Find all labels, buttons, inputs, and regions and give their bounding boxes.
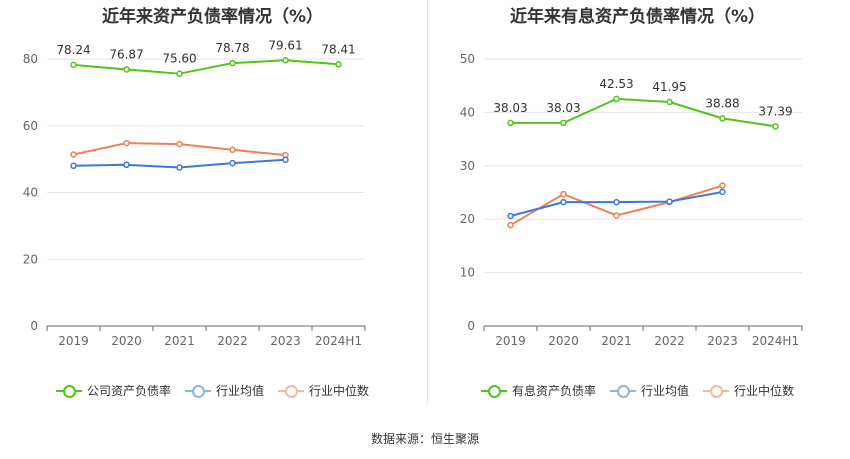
- data-point: [123, 139, 130, 147]
- legend-swatch-icon: [184, 384, 211, 398]
- data-point: [613, 198, 620, 206]
- y-tick-label: 20: [23, 252, 38, 266]
- data-point: [719, 188, 726, 196]
- x-tick-label: 2020: [548, 334, 579, 348]
- chart-interest-bearing-liability-ratio: 近年来有息资产负债率情况（%） 0 10 20 30 40 50 2019 2020 2021 2…: [425, 0, 850, 430]
- data-point: [719, 115, 726, 122]
- data-point: [229, 159, 236, 167]
- data-point: [70, 61, 77, 69]
- legend-label: 行业中位数: [309, 384, 370, 398]
- legend-label: 公司资产负债率: [86, 384, 171, 398]
- legend-swatch-icon: [480, 384, 507, 398]
- y-tick-label: 30: [460, 159, 475, 173]
- data-label: 79.61: [268, 38, 302, 52]
- data-point: [560, 190, 567, 198]
- legend: 有息资产负债率 行业均值 行业中位数: [425, 382, 850, 399]
- y-tick-label: 60: [23, 119, 38, 133]
- data-point: [282, 156, 289, 164]
- panel-divider: [427, 0, 428, 405]
- y-tick-label: 50: [460, 52, 475, 66]
- legend-label: 行业均值: [215, 384, 264, 398]
- legend: 公司资产负债率 行业均值 行业中位数: [0, 382, 425, 399]
- legend-item[interactable]: 有息资产负债率: [480, 382, 596, 399]
- data-point: [507, 119, 514, 127]
- series-line: [73, 59, 339, 75]
- data-point: [560, 119, 567, 127]
- y-tick-label: 10: [460, 266, 475, 280]
- chart-title: 近年来资产负债率情况（%）: [101, 7, 324, 27]
- data-point: [666, 198, 673, 205]
- legend-item[interactable]: 行业均值: [609, 382, 689, 399]
- data-source-note: 数据来源：恒生聚源: [370, 432, 479, 446]
- chart-asset-liability-ratio: 近年来资产负债率情况（%） 0 20 40 60 80 2019 2020 2021 2022 2…: [0, 0, 425, 430]
- data-point: [176, 70, 183, 77]
- data-point: [176, 164, 183, 171]
- data-point: [613, 95, 620, 103]
- x-tick-label: 2024H1: [752, 334, 799, 348]
- data-label: 37.39: [758, 104, 792, 118]
- x-tick-label: 2023: [270, 334, 301, 348]
- data-label: 78.41: [321, 42, 355, 56]
- data-point: [772, 123, 779, 130]
- plot-area: 0 10 20 30 40 50 2019 2020 2021 2022 2023 2024H1 38.…: [460, 52, 803, 348]
- legend-swatch-icon: [609, 384, 636, 398]
- legend-label: 行业中位数: [734, 384, 795, 398]
- legend-swatch-icon: [703, 384, 729, 398]
- y-tick-label: 20: [460, 212, 475, 226]
- x-tick-label: 2022: [654, 334, 685, 348]
- legend-item[interactable]: 行业中位数: [703, 382, 794, 399]
- x-tick-label: 2021: [601, 334, 632, 348]
- y-tick-label: 0: [30, 319, 38, 333]
- data-label: 75.60: [162, 52, 196, 66]
- data-point: [507, 221, 514, 229]
- data-point: [507, 212, 514, 220]
- x-tick-label: 2019: [495, 334, 526, 348]
- x-tick-label: 2019: [58, 334, 89, 348]
- legend-label: 有息资产负债率: [511, 384, 596, 398]
- x-tick-label: 2024H1: [315, 334, 362, 348]
- data-point: [229, 146, 236, 154]
- x-tick-label: 2021: [164, 334, 195, 348]
- data-point: [282, 57, 289, 64]
- data-point: [123, 161, 130, 169]
- series-line: [510, 97, 776, 128]
- data-point: [613, 212, 620, 219]
- y-tick-label: 0: [467, 319, 475, 333]
- data-label: 38.03: [546, 101, 580, 115]
- data-point: [335, 61, 342, 68]
- data-label: 42.53: [599, 77, 633, 91]
- legend-swatch-icon: [278, 384, 304, 398]
- plot-area: 0 20 40 60 80 2019 2020 2021 2022 2023 2024H1 78.24…: [23, 38, 366, 348]
- data-label: 41.95: [652, 80, 686, 94]
- chart-title: 近年来有息资产负债率情况（%）: [509, 7, 766, 27]
- y-tick-label: 80: [23, 52, 38, 66]
- x-tick-label: 2023: [707, 334, 738, 348]
- x-tick-label: 2020: [111, 334, 142, 348]
- data-point: [560, 198, 567, 206]
- data-point: [666, 98, 673, 106]
- legend-item[interactable]: 行业中位数: [278, 382, 369, 399]
- data-label: 78.24: [56, 43, 90, 57]
- data-label: 78.78: [215, 41, 249, 55]
- data-label: 38.03: [493, 101, 527, 115]
- legend-item[interactable]: 公司资产负债率: [55, 382, 171, 399]
- y-tick-label: 40: [460, 105, 475, 119]
- legend-item[interactable]: 行业均值: [184, 382, 264, 399]
- data-point: [229, 59, 236, 67]
- data-point: [70, 151, 77, 158]
- data-point: [176, 140, 183, 148]
- data-label: 76.87: [109, 47, 143, 61]
- data-label: 38.88: [705, 96, 739, 110]
- x-tick-label: 2022: [217, 334, 248, 348]
- data-point: [719, 182, 726, 189]
- data-point: [70, 162, 77, 170]
- legend-swatch-icon: [55, 384, 82, 398]
- y-tick-label: 40: [23, 186, 38, 200]
- legend-label: 行业均值: [640, 384, 689, 398]
- data-point: [123, 66, 130, 73]
